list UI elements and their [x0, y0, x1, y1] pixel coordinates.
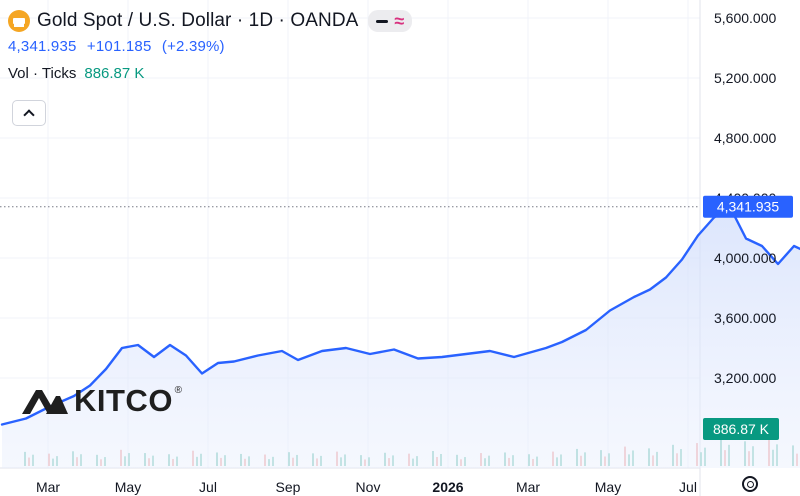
- legend-toggle-pill[interactable]: ≈: [368, 10, 413, 32]
- price-area-fill: [2, 207, 800, 468]
- wave-icon[interactable]: ≈: [394, 11, 405, 31]
- x-tick-label: Mar: [36, 479, 60, 495]
- axis-badges: 4,341.935 886.87 K: [703, 195, 793, 440]
- x-tick-label: Nov: [356, 479, 381, 495]
- y-tick-label: 4,800.000: [714, 130, 776, 146]
- chart-header: Gold Spot / U.S. Dollar · 1D · OANDA ≈ 4…: [8, 6, 413, 82]
- x-tick-label: Jul: [679, 479, 697, 495]
- price-readout: 4,341.935 +101.185 (+2.39%): [8, 38, 412, 55]
- registered-mark: ®: [174, 385, 182, 396]
- price-series-line: [0, 205, 800, 426]
- x-tick-label: Sep: [276, 479, 301, 495]
- y-tick-label: 5,600.000: [714, 10, 776, 26]
- y-tick-label: 4,000.000: [714, 250, 776, 266]
- y-tick-label: 3,600.000: [714, 310, 776, 326]
- x-tick-label: May: [595, 479, 621, 495]
- volume-badge: [703, 418, 779, 440]
- volume-readout: Vol · Ticks 886.87 K: [8, 65, 412, 82]
- y-axis: 5,600.0005,200.0004,800.0004,400.0004,00…: [714, 10, 776, 386]
- collapse-legend-button[interactable]: [12, 100, 46, 126]
- chevron-up-icon: [23, 109, 35, 121]
- y-tick-label: 5,200.000: [714, 70, 776, 86]
- volume-label: Vol · Ticks: [8, 65, 77, 82]
- settings-gear-icon[interactable]: [742, 476, 758, 492]
- y-tick-label: 3,200.000: [714, 370, 776, 386]
- x-axis: Mar May Jul Sep Nov 2026 Mar May Jul: [36, 479, 697, 495]
- last-price-badge: [703, 195, 793, 218]
- kitco-watermark: KITCO ®: [20, 383, 182, 419]
- volume-badge-text: 886.87 K: [713, 421, 770, 437]
- x-tick-label: Jul: [199, 479, 217, 495]
- x-tick-label: Mar: [516, 479, 540, 495]
- x-tick-label: May: [115, 479, 141, 495]
- x-tick-label: 2026: [432, 479, 463, 495]
- volume-value: 886.87 K: [84, 65, 145, 82]
- minus-icon[interactable]: [376, 19, 389, 23]
- gold-coin-icon: [8, 10, 30, 32]
- symbol-title: Gold Spot / U.S. Dollar · 1D · OANDA: [37, 10, 359, 31]
- last-price: 4,341.935: [8, 38, 77, 55]
- price-change: +101.185: [86, 38, 152, 55]
- last-price-badge-text: 4,341.935: [717, 199, 779, 215]
- kitco-logo-icon: [22, 390, 68, 414]
- price-change-percent: (+2.39%): [161, 38, 225, 55]
- kitco-wordmark: KITCO: [74, 383, 173, 418]
